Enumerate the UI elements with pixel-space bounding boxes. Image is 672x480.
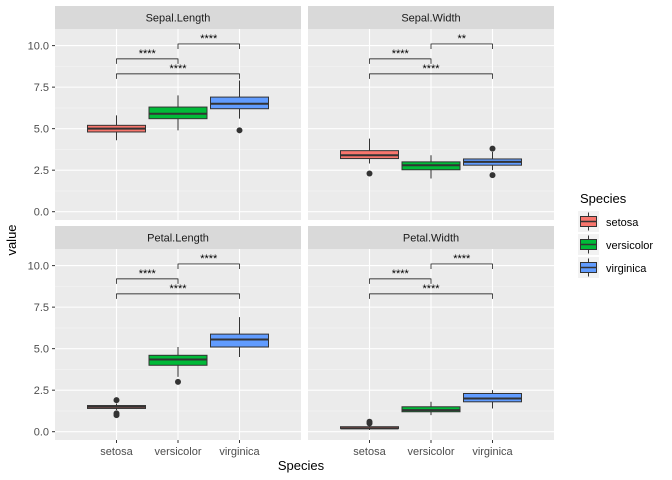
outlier-point [236, 127, 243, 134]
comparison-setosa-virginica: **** [369, 63, 493, 79]
y-tick-label: 10.0 [28, 261, 49, 273]
comparison-versicolor-virginica: ** [430, 33, 493, 49]
significance-bracket [369, 278, 432, 284]
significance-bracket [430, 43, 493, 49]
box-virginica [463, 390, 522, 409]
box-iqr [210, 333, 269, 348]
comparison-setosa-versicolor: **** [116, 268, 179, 284]
comparison-setosa-versicolor: **** [116, 48, 179, 64]
panel-strip-overlay [55, 6, 301, 29]
box-virginica [463, 145, 522, 179]
legend-label: setosa [606, 217, 639, 229]
y-tick-label: 7.5 [34, 82, 49, 94]
significance-bracket [369, 293, 493, 299]
x-axis-title: Species [278, 458, 325, 473]
significance-bracket [116, 58, 179, 64]
panel-sepal-width: Sepal.Width**********Sepal.Width [308, 6, 554, 220]
legend: Species setosa versicolor virginica [578, 191, 653, 278]
significance-label: **** [422, 63, 440, 75]
significance-label: **** [200, 33, 218, 45]
box-versicolor [401, 155, 461, 179]
significance-label: ** [457, 33, 466, 45]
comparison-setosa-versicolor: **** [369, 268, 432, 284]
y-axis-title: value [4, 224, 19, 255]
panel-strip-overlay [308, 6, 554, 29]
outlier-point [113, 397, 120, 404]
outlier-point [489, 145, 496, 152]
outlier-point [113, 412, 120, 419]
comparison-setosa-versicolor: **** [369, 48, 432, 64]
significance-bracket [116, 278, 179, 284]
significance-label: **** [392, 48, 410, 60]
y-tick-label: 2.5 [34, 385, 49, 397]
y-tick-label: 0.0 [34, 207, 49, 219]
box-setosa [340, 138, 399, 177]
panel-title-overlay: Sepal.Width [401, 13, 460, 25]
significance-label: **** [139, 268, 157, 280]
x-tick-label: versicolor [154, 446, 201, 458]
legend-item-virginica: virginica [578, 257, 647, 278]
significance-bracket [177, 263, 240, 269]
outlier-point [175, 378, 181, 385]
box-setosa [87, 397, 146, 419]
legend-item-versicolor: versicolor [578, 234, 653, 255]
box-setosa [87, 115, 146, 141]
legend-item-setosa: setosa [578, 211, 639, 232]
x-tick-label: versicolor [407, 446, 454, 458]
y-tick-label: 7.5 [34, 302, 49, 314]
panel-strip-overlay [55, 226, 301, 249]
significance-label: **** [392, 268, 410, 280]
x-tick-label: setosa [100, 446, 133, 458]
significance-label: **** [169, 283, 187, 295]
box-virginica [210, 80, 269, 134]
significance-bracket [369, 73, 493, 79]
x-tick-label: virginica [219, 446, 260, 458]
comparison-versicolor-virginica: **** [430, 253, 493, 269]
panels-layer: Sepal.Length************Sepal.LengthSepa… [55, 6, 554, 440]
y-tick-label: 10.0 [28, 41, 49, 53]
significance-label: **** [169, 63, 187, 75]
panel-title-overlay: Sepal.Length [146, 13, 211, 25]
comparison-setosa-virginica: **** [116, 283, 240, 299]
significance-label: **** [453, 253, 471, 265]
panel-title-overlay: Petal.Width [403, 233, 459, 245]
comparison-setosa-virginica: **** [369, 283, 493, 299]
legend-title: Species [580, 191, 627, 206]
box-setosa [340, 418, 399, 431]
outlier-point [366, 418, 373, 425]
significance-bracket [116, 73, 240, 79]
outlier-point [366, 170, 373, 177]
comparison-setosa-virginica: **** [116, 63, 240, 79]
significance-bracket [430, 263, 493, 269]
panel-petal-width: Petal.Width************Petal.Width [308, 226, 554, 440]
legend-label: virginica [606, 263, 647, 275]
x-tick-label: virginica [472, 446, 513, 458]
panel-petal-length: Petal.Length************Petal.Length [55, 226, 301, 440]
panel-sepal-length: Sepal.Length************Sepal.Length [55, 6, 301, 220]
outlier-point [489, 172, 496, 179]
significance-label: **** [422, 283, 440, 295]
y-tick-label: 2.5 [34, 165, 49, 177]
x-tick-label: setosa [353, 446, 386, 458]
panel-strip-overlay [308, 226, 554, 249]
y-tick-label: 5.0 [34, 124, 49, 136]
significance-bracket [177, 43, 240, 49]
axes-layer: 0.0 2.5 5.0 7.5 10.0 0.0 2.5 5.0 7.5 10.0 setosa ve… [28, 41, 514, 458]
box-versicolor [148, 346, 208, 385]
box-versicolor [148, 95, 208, 131]
significance-bracket [116, 293, 240, 299]
box-virginica [210, 317, 269, 357]
significance-label: **** [139, 48, 157, 60]
panel-title-overlay: Petal.Length [147, 233, 209, 245]
significance-label: **** [200, 253, 218, 265]
comparison-versicolor-virginica: **** [177, 33, 240, 49]
box-versicolor [401, 401, 461, 416]
significance-bracket [369, 58, 432, 64]
y-tick-label: 5.0 [34, 344, 49, 356]
comparison-versicolor-virginica: **** [177, 253, 240, 269]
y-tick-label: 0.0 [34, 427, 49, 439]
legend-label: versicolor [606, 240, 653, 252]
